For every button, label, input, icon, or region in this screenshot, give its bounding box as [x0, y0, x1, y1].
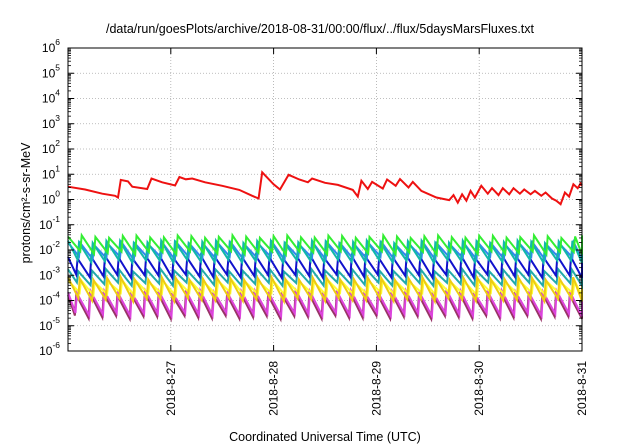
y-tick-label: 105 [42, 62, 60, 80]
y-tick-label: 101 [42, 163, 60, 181]
series-line [67, 232, 583, 258]
y-tick-label: 106 [42, 37, 60, 55]
x-tick-label: 2018-8-27 [164, 361, 178, 416]
chart-title: /data/run/goesPlots/archive/2018-08-31/0… [105, 22, 534, 36]
y-tick-label: 102 [42, 138, 60, 156]
y-tick-label: 10-4 [39, 290, 60, 308]
x-tick-label: 2018-8-31 [575, 361, 589, 416]
y-tick-label: 100 [42, 189, 60, 207]
y-tick-label: 10-5 [39, 315, 60, 333]
series-line [67, 170, 583, 206]
x-tick-label: 2018-8-30 [472, 361, 486, 416]
y-tick-label: 10-3 [39, 264, 60, 282]
y-tick-label: 104 [42, 88, 60, 106]
y-tick-label: 10-6 [39, 340, 60, 358]
y-tick-label: 10-2 [39, 239, 60, 257]
x-tick-label: 2018-8-28 [267, 361, 281, 416]
y-tick-label: 103 [42, 113, 60, 131]
series-line [67, 266, 583, 290]
x-axis-label: Coordinated Universal Time (UTC) [229, 430, 421, 444]
x-tick-label: 2018-8-29 [369, 361, 383, 416]
y-tick-label: 10-1 [39, 214, 60, 232]
y-axis-label-text: protons/cm²-s-sr-MeV [19, 142, 33, 264]
plot-frame [67, 47, 583, 352]
series-line [67, 273, 583, 305]
series-group [67, 170, 583, 323]
